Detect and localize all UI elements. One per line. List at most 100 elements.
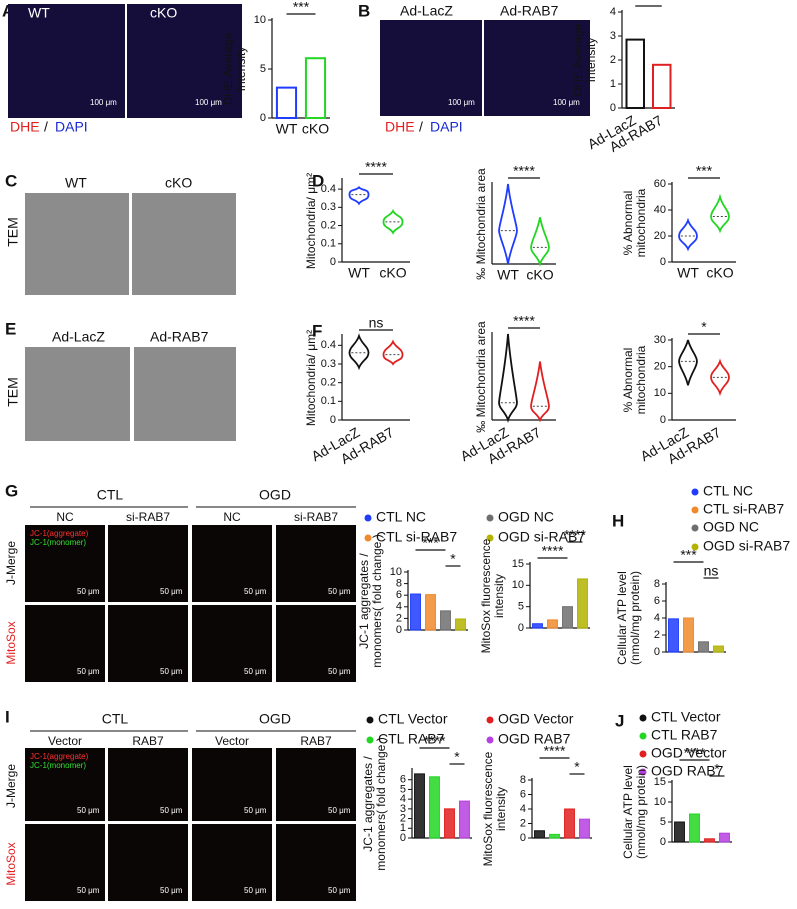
violin [530, 217, 550, 267]
group-label: OGD [259, 487, 291, 503]
y-tick-label: 10 [654, 387, 666, 399]
x-tick-label: WT [497, 267, 519, 283]
panel-letter: F [312, 321, 322, 340]
y-tick-label: 10 [254, 14, 266, 26]
row-label: J-Merge [4, 541, 18, 585]
y-tick-label: 15 [654, 776, 666, 788]
y-tick-label: 0.4 [321, 183, 336, 195]
bar [425, 594, 436, 631]
image [108, 748, 188, 821]
significance-label: ns [369, 315, 384, 331]
legend-marker [486, 514, 494, 522]
row-label: MitoSox [4, 621, 18, 664]
legend-label: CTL RAB7 [378, 731, 445, 747]
stain-label: / [419, 119, 423, 135]
y-axis-label: monomers( fold change ) [374, 737, 388, 870]
y-tick-label: 0 [518, 622, 524, 634]
bar [704, 838, 715, 843]
y-axis-label: Cellular ATP level [615, 571, 629, 665]
y-tick-label: 2 [520, 817, 526, 829]
row-label: J-Merge [4, 764, 18, 808]
scale-bar-label: 50 μm [77, 806, 100, 815]
y-tick-label: 10 [654, 796, 666, 808]
y-tick-label: 0 [330, 414, 336, 426]
y-tick-label: 4 [400, 793, 406, 805]
column-label: RAB7 [300, 734, 332, 748]
image [8, 4, 125, 118]
image [276, 525, 356, 602]
legend-marker [691, 488, 699, 496]
significance-label: * [454, 749, 460, 765]
significance-label: ns [704, 563, 719, 579]
legend-label: OGD Vector [498, 711, 574, 727]
x-tick-label: WT [276, 121, 298, 137]
panel-letter: I [5, 707, 10, 726]
image [134, 347, 236, 441]
y-tick-label: 3 [610, 30, 616, 42]
row-label: TEM [5, 377, 21, 407]
bar [549, 833, 560, 839]
bar [532, 623, 543, 629]
violin [382, 339, 404, 366]
y-tick-label: 4 [396, 601, 402, 613]
y-tick-label: 0 [400, 832, 406, 844]
image [127, 4, 242, 118]
violin [348, 185, 370, 206]
y-axis-label: JC-1 aggregates / [361, 756, 375, 852]
image [192, 605, 272, 682]
legend-label: CTL Vector [651, 709, 721, 725]
scale-bar-label: 50 μm [244, 587, 267, 596]
y-tick-label: 1 [400, 822, 406, 834]
significance-label: *** [293, 0, 310, 15]
y-axis-label: Intensity [584, 38, 598, 83]
y-axis-label: mitochondria [634, 188, 648, 257]
bar [562, 606, 573, 629]
legend-marker [486, 716, 494, 724]
y-axis-label: DHE Average [571, 23, 585, 96]
legend-marker [364, 514, 372, 522]
violin [678, 217, 698, 252]
panel-letter: C [5, 171, 17, 190]
scale-bar-label: 50 μm [77, 587, 100, 596]
y-tick-label: 8 [520, 774, 526, 786]
significance-label: **** [513, 313, 535, 329]
y-tick-label: 2 [396, 612, 402, 624]
bar [719, 832, 730, 843]
y-axis-label: ‰ Mitochondria area [474, 168, 488, 280]
legend-label: OGD si-RAB7 [498, 529, 585, 545]
image [484, 20, 590, 116]
x-tick-label: WT [348, 265, 370, 281]
bar [410, 593, 421, 631]
column-label: WT [65, 175, 87, 191]
y-tick-label: 2 [400, 812, 406, 824]
bar [668, 618, 679, 653]
y-tick-label: 0 [610, 102, 616, 114]
y-tick-label: 1 [610, 78, 616, 90]
bar [625, 38, 645, 109]
violin [530, 361, 550, 423]
y-tick-label: 10 [512, 579, 524, 591]
scale-bar-label: 50 μm [160, 587, 183, 596]
significance-label: ** [643, 0, 654, 7]
legend-label: CTL si-RAB7 [703, 501, 784, 517]
significance-label: **** [684, 745, 706, 761]
scale-bar-label: 50 μm [160, 886, 183, 895]
y-tick-label: 0.3 [321, 358, 336, 370]
image [132, 193, 236, 295]
y-tick-label: 60 [654, 178, 666, 190]
column-label: NC [56, 510, 74, 524]
y-tick-label: 0 [654, 646, 660, 658]
y-axis-label: ‰ Mitochondria area [474, 321, 488, 433]
stain-label: DAPI [430, 119, 463, 135]
legend-label: CTL si-RAB7 [376, 529, 457, 545]
row-label: TEM [5, 217, 21, 247]
y-axis-label: MitoSox fluorescence [479, 538, 493, 653]
y-tick-label: 5 [260, 63, 266, 75]
bar [444, 808, 455, 839]
image [192, 824, 272, 901]
y-tick-label: 4 [610, 6, 616, 18]
scale-bar-label: 50 μm [244, 886, 267, 895]
y-axis-label: Cellular ATP level [621, 765, 635, 859]
y-tick-label: 5 [660, 816, 666, 828]
image [108, 605, 188, 682]
